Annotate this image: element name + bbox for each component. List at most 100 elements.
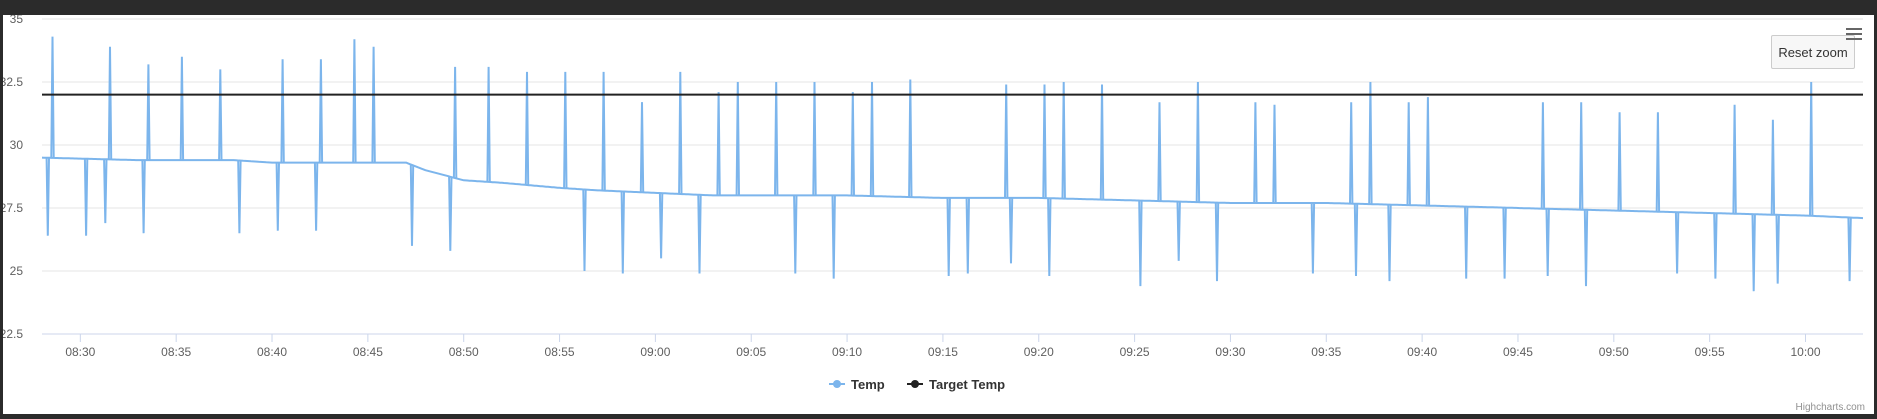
temp-spike [83, 158, 89, 236]
temp-spike [1061, 81, 1066, 199]
temp-spike [146, 64, 151, 161]
temp-spike [1579, 102, 1584, 210]
y-tick-label: 30 [10, 138, 24, 152]
temp-spike [448, 176, 453, 251]
temp-spike [1099, 84, 1105, 200]
temp-spike [678, 71, 683, 195]
x-tick-label: 08:40 [257, 345, 287, 359]
temp-spike [1770, 119, 1776, 215]
temp-spike [218, 69, 223, 161]
temp-spike [639, 102, 645, 193]
temp-spike [601, 71, 606, 191]
temp-spike [1272, 104, 1277, 204]
x-axis: 08:30 08:35 08:40 08:45 08:50 08:55 09:00 09:05… [42, 333, 1863, 359]
temp-spike [352, 39, 357, 163]
legend-item-target-temp[interactable]: Target Temp [907, 377, 1005, 392]
x-tick-label: 08:50 [449, 345, 479, 359]
temp-spike [45, 157, 50, 236]
temp-spike [1157, 102, 1162, 202]
temp-spike [1732, 104, 1737, 214]
temp-spike [141, 160, 146, 234]
temp-spike [582, 189, 587, 272]
x-tick-label: 08:35 [161, 345, 191, 359]
temp-spike [1502, 207, 1507, 279]
y-tick-label: 22.5 [3, 327, 23, 341]
x-tick-label: 10:00 [1790, 345, 1820, 359]
x-tick-label: 09:45 [1503, 345, 1533, 359]
temp-spike [1008, 197, 1014, 264]
legend-marker [911, 380, 919, 388]
temp-spike [1583, 209, 1589, 287]
temp-spike [1425, 97, 1431, 206]
x-tick-label: 08:45 [353, 345, 383, 359]
temp-spike [1617, 112, 1622, 211]
temp-spike [179, 56, 185, 161]
temp-spike [850, 92, 855, 196]
x-tick-label: 09:40 [1407, 345, 1437, 359]
y-axis: 22.5 25 27.5 30 32.5 35 [3, 15, 23, 341]
temp-spike [1353, 203, 1359, 277]
temp-spike [1042, 84, 1047, 199]
temp-spike [103, 159, 108, 224]
temp-spike [620, 191, 625, 274]
x-tick-label: 09:55 [1695, 345, 1725, 359]
temp-spike [1253, 102, 1258, 204]
x-tick-label: 09:15 [928, 345, 958, 359]
y-tick-label: 35 [10, 15, 24, 26]
temp-spike [1847, 217, 1852, 282]
temp-spike [1751, 214, 1756, 292]
credits-link[interactable]: Highcharts.com [1796, 402, 1865, 413]
temp-spike [318, 59, 324, 163]
temp-spike [908, 79, 913, 198]
context-menu-icon[interactable] [1846, 28, 1862, 42]
temp-spike [409, 164, 415, 246]
legend-label: Target Temp [929, 377, 1005, 392]
window-bottom-edge [0, 414, 1877, 419]
temp-spike [965, 197, 970, 274]
x-tick-label: 09:05 [736, 345, 766, 359]
temp-spike [1674, 212, 1680, 274]
temp-spike [1214, 202, 1220, 282]
temp-spike [831, 195, 836, 279]
x-tick-label: 09:10 [832, 345, 862, 359]
temp-spike [1540, 102, 1546, 209]
temp-spike [1310, 202, 1316, 274]
temp-spike [50, 36, 55, 158]
x-tick-label: 09:25 [1120, 345, 1150, 359]
temp-spike [1004, 84, 1009, 198]
x-tick-label: 08:55 [545, 345, 575, 359]
temp-spike [1464, 206, 1469, 279]
temp-spike [697, 194, 702, 274]
temp-spike [774, 81, 779, 196]
x-tick-label: 08:30 [65, 345, 95, 359]
temp-spike [658, 193, 664, 259]
temp-spike [524, 71, 530, 186]
x-tick-label: 09:50 [1599, 345, 1629, 359]
temp-spike [1047, 198, 1052, 277]
legend[interactable]: Temp Target Temp [829, 377, 1005, 392]
temp-spike [1406, 102, 1411, 206]
legend-marker [833, 380, 841, 388]
series-layer [41, 36, 1864, 292]
temp-spike [313, 162, 319, 231]
temp-spike [1195, 81, 1201, 203]
chart-container: 22.52527.53032.535 08:3008:3508:4008:450… [0, 15, 1877, 414]
x-tick-label: 09:35 [1311, 345, 1341, 359]
temp-spike [237, 160, 242, 234]
y-tick-label: 25 [10, 264, 24, 278]
temp-spike [735, 81, 740, 196]
temp-spike [793, 195, 798, 274]
y-tick-label: 27.5 [3, 201, 23, 215]
temp-series-line [41, 156, 1864, 220]
temp-spike [1713, 213, 1718, 279]
temp-spike [563, 71, 568, 189]
x-tick-label: 09:20 [1024, 345, 1054, 359]
temp-spike [716, 92, 721, 196]
temp-spike [1176, 201, 1181, 261]
legend-item-temp[interactable]: Temp [829, 377, 885, 392]
temp-spike [1775, 214, 1780, 284]
reset-zoom-button[interactable]: Reset zoom [1771, 35, 1855, 69]
temp-spike [371, 46, 376, 163]
temp-spike [280, 59, 285, 163]
temp-spike [107, 46, 113, 160]
